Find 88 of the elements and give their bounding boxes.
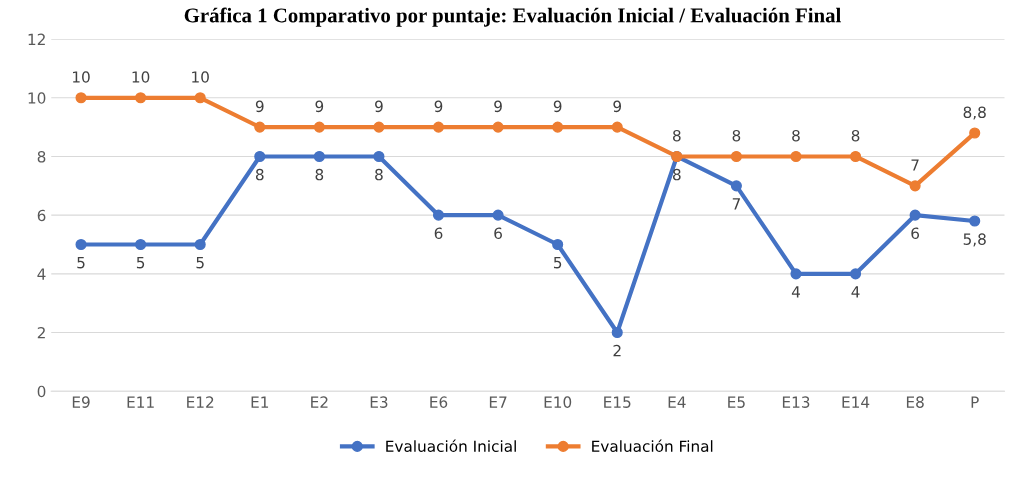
x-tick-label: E13 (782, 396, 810, 408)
data-label: 9 (494, 100, 502, 113)
point (432, 121, 445, 133)
data-label: 6 (911, 227, 920, 240)
point (135, 238, 147, 251)
point (373, 150, 385, 163)
point (313, 150, 325, 163)
y-tick-label: 6 (37, 209, 46, 222)
point (552, 238, 564, 251)
point (730, 180, 742, 192)
point (135, 92, 147, 104)
data-label: 10 (73, 71, 90, 83)
point (492, 209, 504, 221)
x-tick-label: E4 (668, 396, 686, 408)
point (790, 268, 802, 280)
data-label: 9 (434, 100, 443, 113)
point (373, 121, 385, 133)
legend-label: Evaluación Inicial (386, 439, 516, 452)
x-tick-label: E11 (127, 396, 154, 408)
data-label: 8 (375, 168, 383, 181)
point (611, 326, 623, 339)
x-tick-label: E15 (604, 396, 631, 408)
data-label: 10 (132, 71, 150, 83)
x-tick-label: E10 (544, 396, 572, 408)
y-tick-label: 12 (28, 33, 45, 45)
x-tick-label: E2 (311, 396, 328, 408)
y-tick-label: 0 (37, 385, 46, 398)
point (254, 150, 266, 163)
data-label: 5 (553, 257, 562, 269)
point (969, 215, 981, 227)
data-label: 8,8 (963, 106, 986, 120)
data-label: 2 (613, 344, 621, 357)
x-tick-label: E8 (906, 396, 924, 408)
point (969, 127, 981, 139)
point (492, 121, 504, 133)
data-label: 5 (196, 257, 204, 269)
point (849, 268, 862, 280)
point (730, 150, 742, 163)
data-label: 8 (673, 129, 681, 142)
point (611, 121, 623, 133)
x-tick-label: E7 (489, 396, 507, 408)
data-label: 8 (673, 168, 681, 181)
data-label: 7 (732, 198, 740, 210)
point (790, 150, 802, 163)
y-tick-label: 4 (37, 268, 46, 280)
point (75, 238, 87, 251)
x-tick-label: E9 (72, 396, 90, 408)
x-tick-label: E12 (187, 396, 214, 408)
data-label: 9 (613, 100, 622, 113)
y-tick-label: 8 (37, 150, 46, 163)
data-label: 9 (315, 100, 324, 113)
data-label: 6 (434, 227, 443, 240)
point (909, 180, 921, 192)
point (909, 209, 921, 221)
data-label: 9 (553, 100, 562, 113)
point (313, 121, 325, 133)
x-tick-label: E5 (728, 396, 745, 408)
x-tick-label: E6 (430, 396, 448, 408)
data-label: 4 (791, 286, 800, 298)
point (254, 121, 266, 133)
x-tick-label: E3 (370, 396, 388, 408)
data-label: 9 (255, 100, 264, 113)
data-label: 8 (732, 129, 741, 142)
data-label: 8 (315, 168, 324, 181)
data-label: 7 (911, 159, 919, 171)
data-label: 5 (77, 257, 85, 269)
data-label: 8 (255, 168, 264, 181)
data-label: 9 (375, 100, 383, 113)
data-label: 5 (136, 257, 145, 269)
point (194, 92, 206, 104)
y-tick-label: 2 (37, 326, 45, 339)
data-label: 4 (851, 286, 860, 298)
point (432, 209, 445, 221)
legend-label: Evaluación Final (592, 439, 713, 452)
data-label: 8 (851, 129, 860, 142)
chart-title: Gráfica 1 Comparativo por puntaje: Evaluación Inicial / Evaluación Final (184, 7, 841, 27)
point (849, 150, 862, 163)
x-tick-label: E1 (251, 396, 269, 408)
y-tick-label: 10 (28, 92, 46, 104)
point (552, 121, 564, 133)
point (194, 238, 206, 251)
data-label: 10 (192, 71, 209, 83)
x-tick-label: P (971, 396, 979, 408)
data-label: 8 (792, 129, 800, 142)
data-label: 5,8 (963, 233, 986, 247)
data-label: 6 (494, 227, 502, 240)
point (75, 92, 87, 104)
x-tick-label: E14 (842, 396, 870, 408)
